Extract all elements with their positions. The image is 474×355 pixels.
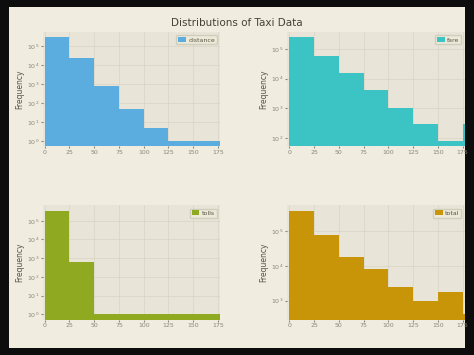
Bar — [413, 301, 438, 355]
Bar — [413, 124, 438, 355]
Bar — [438, 141, 463, 355]
Bar — [119, 314, 144, 355]
Bar — [193, 141, 218, 355]
Bar — [339, 257, 364, 355]
Bar — [168, 141, 193, 355]
Bar — [289, 211, 314, 355]
Legend: tolls: tolls — [190, 208, 217, 218]
Bar — [438, 292, 463, 355]
Bar — [69, 262, 94, 355]
Bar — [463, 124, 474, 355]
Bar — [218, 314, 243, 355]
Bar — [314, 55, 339, 355]
Y-axis label: Frequency: Frequency — [15, 243, 24, 282]
Y-axis label: Frequency: Frequency — [259, 69, 268, 109]
Bar — [144, 128, 168, 355]
Text: Distributions of Taxi Data: Distributions of Taxi Data — [171, 18, 303, 28]
Bar — [463, 314, 474, 355]
Bar — [94, 314, 119, 355]
Bar — [69, 58, 94, 355]
Y-axis label: Frequency: Frequency — [15, 69, 24, 109]
Bar — [314, 235, 339, 355]
Legend: fare: fare — [435, 35, 461, 44]
Bar — [45, 211, 69, 355]
Legend: distance: distance — [176, 35, 217, 44]
Bar — [289, 37, 314, 355]
Y-axis label: Frequency: Frequency — [259, 243, 268, 282]
Bar — [119, 109, 144, 355]
Bar — [193, 314, 218, 355]
Bar — [144, 314, 168, 355]
Bar — [45, 37, 69, 355]
Bar — [388, 287, 413, 355]
Bar — [364, 269, 388, 355]
Bar — [168, 314, 193, 355]
Bar — [218, 141, 243, 355]
Legend: total: total — [433, 208, 461, 218]
Bar — [94, 86, 119, 355]
Bar — [364, 91, 388, 355]
Bar — [339, 73, 364, 355]
Bar — [388, 108, 413, 355]
